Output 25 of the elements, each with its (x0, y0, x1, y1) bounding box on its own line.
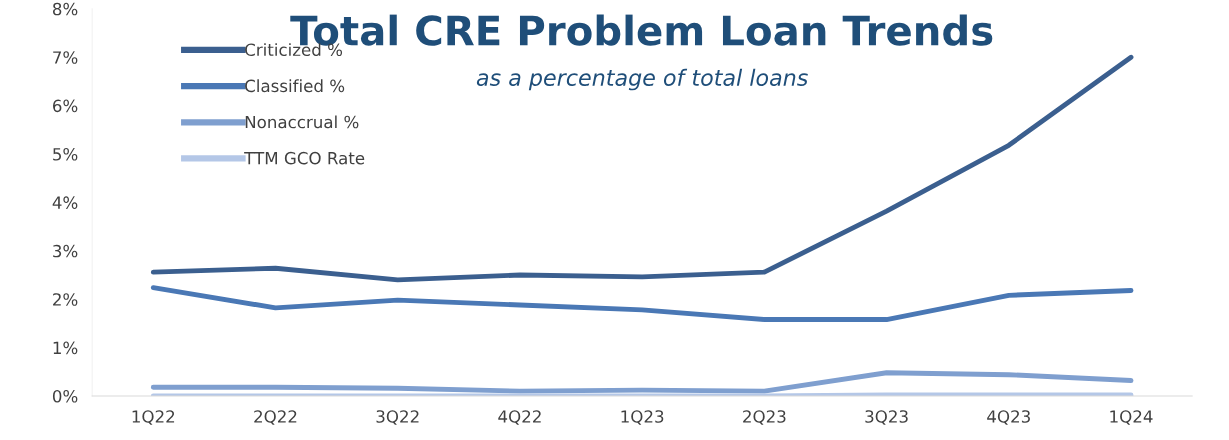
line-series (150, 285, 1134, 322)
legend-label: Nonaccrual % (245, 115, 359, 129)
x-tick-label: 2Q23 (743, 410, 786, 425)
y-tick-label: 3% (53, 244, 78, 258)
text: as a percentage of total loans (476, 68, 808, 91)
x-tick-label: 4Q23 (987, 410, 1030, 425)
x-tick-label: 3Q22 (376, 410, 419, 425)
y-tick-label: 6% (53, 99, 78, 113)
y-tick-label: 0% (52, 389, 78, 403)
legend-label: Classified % (245, 79, 345, 93)
y-tick-label: 8% (52, 2, 78, 16)
y-tick-label: 1% (53, 341, 78, 355)
x-tick-label: 1Q23 (621, 410, 664, 425)
legend-label: TTM GCO Rate (244, 151, 365, 165)
y-tick-label: 2% (53, 293, 78, 306)
x-tick-label: 1Q22 (132, 410, 175, 425)
line-series (150, 54, 1134, 283)
y-tick-label: 7% (53, 51, 78, 64)
y-tick-label: 5% (53, 147, 78, 161)
x-tick-label: 1Q24 (1110, 410, 1153, 425)
x-tick-label: 3Q23 (865, 410, 908, 425)
y-tick-label: 4% (52, 196, 78, 209)
line-series (150, 370, 1134, 394)
x-tick-label: 2Q22 (254, 410, 297, 425)
x-tick-label: 4Q22 (498, 410, 541, 425)
